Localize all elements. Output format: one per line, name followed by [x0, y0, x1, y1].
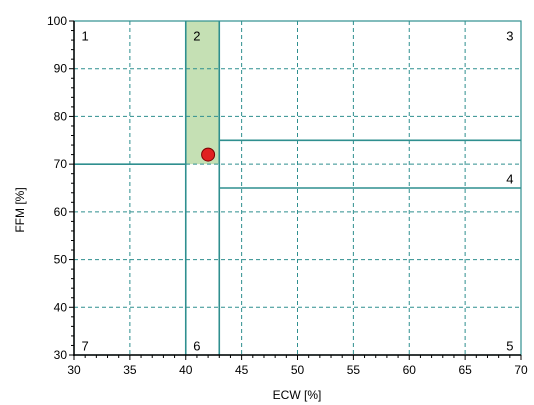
zone-label-3: 3	[506, 28, 513, 43]
y-tick-label: 50	[54, 253, 68, 267]
y-tick-label: 30	[54, 348, 68, 362]
y-axis-title: FFM [%]	[13, 187, 27, 232]
y-tick-label: 80	[54, 109, 68, 123]
zone-label-7: 7	[82, 338, 89, 353]
x-tick-label: 50	[291, 363, 305, 377]
x-tick-label: 60	[403, 363, 417, 377]
x-tick-label: 65	[458, 363, 472, 377]
zone-label-2: 2	[193, 28, 200, 43]
y-tick-label: 40	[54, 300, 68, 314]
zone-label-layer: 1 2 3 4 5 6 7	[82, 28, 514, 353]
zone-label-1: 1	[82, 28, 89, 43]
zone-label-5: 5	[506, 338, 513, 353]
highlight-zone	[185, 21, 220, 165]
zone-label-4: 4	[506, 171, 513, 186]
y-tick-label: 90	[54, 62, 68, 76]
zone-label-6: 6	[193, 338, 200, 353]
x-tick-label: 70	[514, 363, 528, 377]
x-tick-label: 45	[235, 363, 249, 377]
x-tick-label: 55	[347, 363, 361, 377]
data-point-layer	[201, 147, 216, 162]
x-axis-title: ECW [%]	[273, 388, 322, 402]
y-tick-label: 70	[54, 157, 68, 171]
x-tick-label: 40	[179, 363, 193, 377]
data-point	[201, 147, 216, 162]
x-tick-label: 30	[67, 363, 81, 377]
grid-layer	[74, 21, 521, 355]
zone-fill-layer	[185, 21, 220, 165]
y-tick-label: 60	[54, 205, 68, 219]
x-tick-label: 35	[123, 363, 137, 377]
y-tick-label: 100	[47, 14, 67, 28]
zone-boundary-layer	[74, 21, 521, 355]
